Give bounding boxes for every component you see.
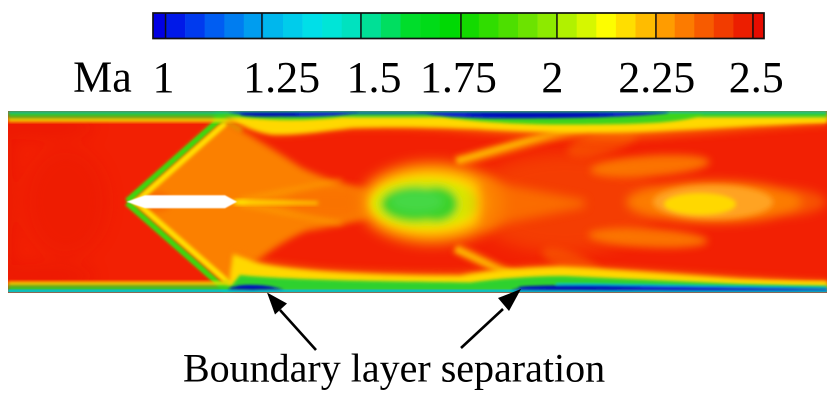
svg-text:Ma: Ma [73,53,132,102]
svg-text:1.5: 1.5 [347,53,402,102]
svg-text:1.25: 1.25 [243,53,320,102]
svg-text:2.25: 2.25 [618,53,695,102]
svg-text:Boundary layer separation: Boundary layer separation [183,346,605,391]
svg-text:2.5: 2.5 [729,53,784,102]
svg-text:2: 2 [541,53,563,102]
svg-text:1.75: 1.75 [420,53,497,102]
svg-text:1: 1 [153,53,175,102]
